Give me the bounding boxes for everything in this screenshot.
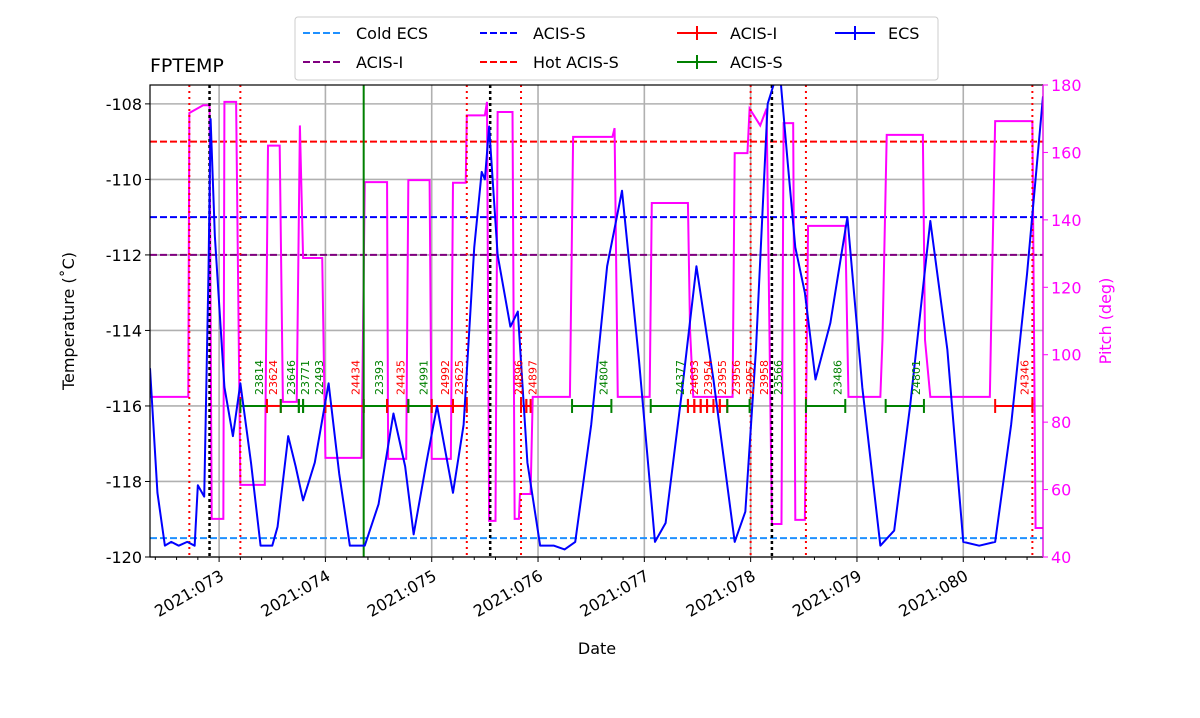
obsid-label: 23625	[453, 360, 466, 395]
legend-entry: ACIS-I	[303, 53, 403, 72]
obsid-label: 23956	[730, 360, 743, 395]
obsid-bar-24991	[407, 398, 433, 413]
obsid-bar-23958	[718, 398, 729, 413]
obsid-label: 23814	[253, 360, 266, 395]
y-tick-label: -112	[106, 246, 142, 265]
obsid-bar-24801	[884, 398, 925, 413]
x-tick-label: 2021:073	[151, 566, 227, 621]
obsid-bar-24804	[571, 398, 613, 413]
axes-frame	[149, 84, 1044, 558]
obsid-bar-23486	[804, 398, 847, 413]
obsid-bar-24992	[430, 398, 454, 413]
obsid-label: 24801	[910, 360, 923, 395]
obsid-label: 23393	[373, 360, 386, 395]
obsid-bar-23566	[726, 398, 751, 413]
obsid-label: 23954	[702, 360, 715, 395]
x-axis-label: Date	[578, 639, 616, 658]
obsid-bar-24897	[525, 398, 532, 413]
obsid-label: 23624	[267, 360, 280, 395]
y2-tick-label: 180	[1051, 76, 1082, 95]
obsid-label: 22493	[313, 360, 326, 395]
legend-entry: ACIS-I	[677, 24, 777, 43]
obsid-bar-23393	[362, 398, 389, 413]
y-tick-label: -110	[106, 170, 142, 189]
y2-tick-label: 120	[1051, 278, 1082, 297]
x-tick-label: 2021:076	[470, 566, 546, 621]
legend-label: ACIS-S	[730, 53, 783, 72]
obsid-label: 23771	[299, 360, 312, 395]
legend-label: Cold ECS	[356, 24, 428, 43]
legend-label: ACIS-I	[730, 24, 777, 43]
obsid-label: 24896	[512, 360, 525, 395]
obsid-label: 24435	[394, 360, 407, 395]
obsid-label: 24693	[688, 360, 701, 395]
chart-title: FPTEMP	[150, 55, 224, 77]
x-tick-label: 2021:075	[364, 566, 440, 621]
x-tick-label: 2021:079	[789, 566, 865, 621]
obsid-label: 23566	[772, 360, 785, 395]
obsid-bar-24435	[386, 398, 410, 413]
legend: Cold ECS ACIS-I ACIS-S Hot ACIS-S ACIS-I ACIS…	[294, 16, 939, 81]
legend-label: ECS	[888, 24, 919, 43]
legend-box	[294, 16, 939, 81]
legend-entry: ACIS-S	[480, 24, 586, 43]
legend-label: Hot ACIS-S	[533, 53, 619, 72]
y-tick-label: -116	[106, 397, 142, 416]
x-tick-label: 2021:074	[258, 566, 334, 621]
y-axis-label: Temperature (˚C)	[59, 252, 78, 391]
y2-tick-label: 60	[1051, 481, 1071, 500]
obsid-labels: 23814 23624 23646 23771 22493 24434 23393 24435…	[253, 360, 1031, 395]
obsid-label: 24346	[1018, 360, 1031, 395]
obsid-label: 23957	[744, 360, 757, 395]
legend-entry: ACIS-S	[677, 53, 783, 72]
obsid-label: 23486	[831, 360, 844, 395]
y2-tick-label: 100	[1051, 346, 1082, 365]
obsid-label: 24377	[674, 360, 687, 395]
legend-label: ACIS-S	[533, 24, 586, 43]
legend-entry: Hot ACIS-S	[480, 53, 619, 72]
y2-axis-label: Pitch (deg)	[1096, 278, 1115, 365]
x-tick-label: 2021:077	[576, 566, 652, 621]
y-tick-label: -114	[106, 321, 142, 340]
grid	[150, 85, 1043, 558]
legend-entry: Cold ECS	[303, 24, 428, 43]
plot-area	[150, 85, 1043, 557]
obsid-bar-24377	[649, 398, 689, 413]
y2-tick-label: 80	[1051, 413, 1071, 432]
obsid-label: 24897	[526, 360, 539, 395]
obsid-label: 24992	[439, 360, 452, 395]
obsid-label: 23958	[758, 360, 771, 395]
y-tick-label: -108	[106, 95, 142, 114]
obsid-bar-23624	[265, 398, 282, 413]
obsid-label: 23955	[716, 360, 729, 395]
obsid-label: 23646	[285, 360, 298, 395]
obsid-label: 24804	[597, 360, 610, 395]
legend-entry: ECS	[835, 24, 919, 43]
obsid-label: 24991	[418, 360, 431, 395]
temperature-line	[150, 85, 1043, 551]
y2-tick-label: 160	[1051, 143, 1082, 162]
x-tick-label: 2021:078	[683, 566, 759, 621]
x-tick-label: 2021:080	[895, 566, 971, 621]
y-tick-label: -120	[106, 548, 142, 567]
y-tick-label: -118	[106, 472, 142, 491]
obsid-bar-22493	[302, 398, 327, 413]
obsid-label: 24434	[350, 360, 363, 395]
y2-tick-label: 40	[1051, 548, 1071, 567]
legend-label: ACIS-I	[356, 53, 403, 72]
y2-tick-label: 140	[1051, 211, 1082, 230]
